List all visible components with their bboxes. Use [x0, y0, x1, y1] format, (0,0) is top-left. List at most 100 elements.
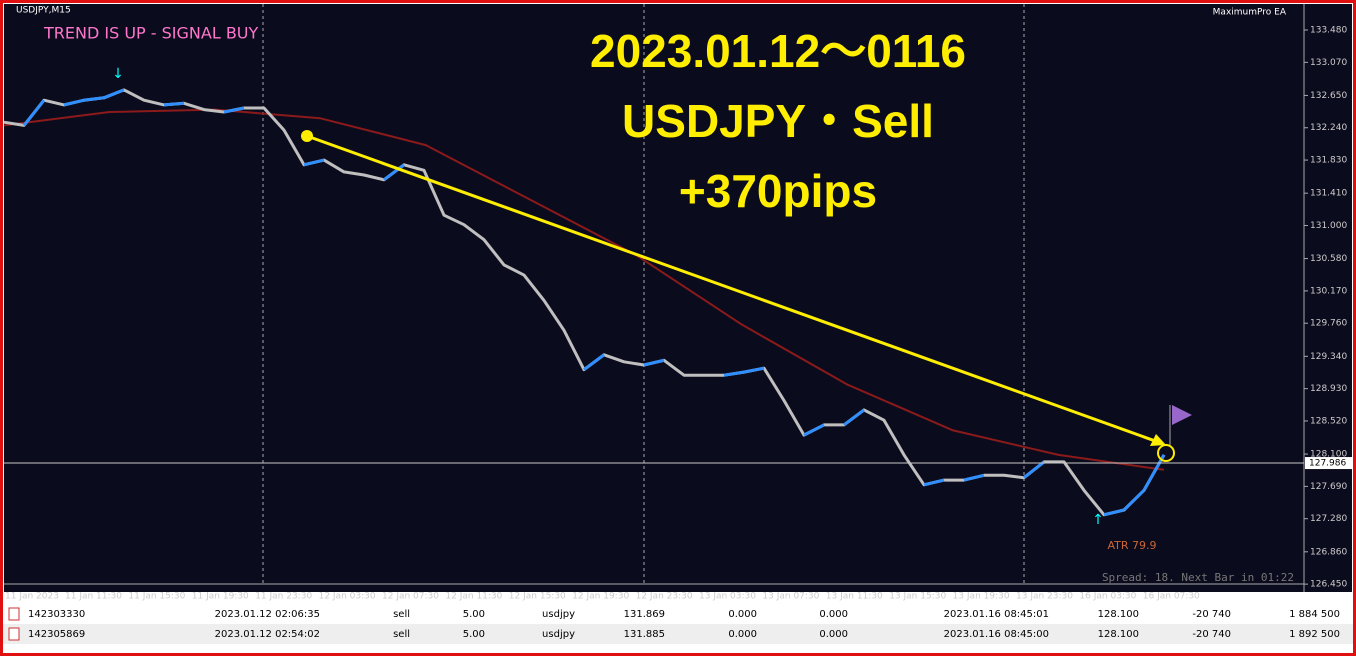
y-tick-label: 131.000 — [1310, 221, 1347, 231]
table-cell: 142305869 — [28, 629, 85, 640]
x-tick-label: 12 Jan 23:30 — [636, 592, 693, 602]
plot — [3, 88, 1166, 517]
x-tick-label: 16 Jan 03:30 — [1079, 592, 1136, 602]
table-cell: 2023.01.16 08:45:01 — [944, 609, 1049, 620]
table-cell: 5.00 — [463, 629, 485, 640]
x-tick-label: 12 Jan 15:30 — [509, 592, 566, 602]
rising-segment — [743, 366, 765, 374]
y-tick-label: 130.170 — [1310, 286, 1347, 296]
rising-segment — [923, 478, 945, 487]
rising-segment — [163, 101, 185, 107]
exit-circle — [1157, 444, 1175, 462]
x-tick-label: 12 Jan 11:30 — [445, 592, 502, 602]
y-tick-label: 129.760 — [1310, 319, 1347, 329]
rising-segment — [643, 358, 665, 367]
y-tick-label: 132.240 — [1310, 123, 1347, 133]
order-icon — [8, 607, 20, 621]
table-cell: 0.000 — [819, 609, 848, 620]
current-price-label: 127.986 — [1309, 459, 1346, 469]
rising-segment — [583, 353, 605, 371]
moving-average — [3, 108, 1165, 471]
rising-segment — [22, 99, 46, 127]
ea-label[interactable]: MaximumPro EA — [1213, 8, 1287, 18]
table-cell: 5.00 — [463, 609, 485, 620]
x-tick-label: 13 Jan 07:30 — [762, 592, 819, 602]
x-tick-label: 13 Jan 11:30 — [826, 592, 883, 602]
symbol-label: USDJPY,M15 — [16, 6, 71, 16]
table-cell: 128.100 — [1098, 629, 1139, 640]
day-separators — [262, 4, 1025, 584]
x-tick-label: 13 Jan 23:30 — [1016, 592, 1073, 602]
y-tick-label: 126.450 — [1310, 580, 1347, 590]
table-cell: 0.000 — [728, 609, 757, 620]
table-row-bg — [0, 624, 1356, 644]
rising-segment — [103, 88, 125, 100]
chart-bg — [4, 4, 1304, 592]
rising-segment — [83, 96, 105, 102]
rising-segment — [803, 423, 825, 437]
order-icon — [8, 627, 20, 641]
current-price-box — [1305, 457, 1352, 470]
table-cell: 0.000 — [728, 629, 757, 640]
signal-arrow: ↓ — [112, 66, 124, 82]
table-cell: sell — [393, 609, 410, 620]
atr-label: ATR 79.9 — [1107, 539, 1156, 552]
x-tick-label: 11 Jan 2023 — [5, 592, 59, 602]
rising-segment — [223, 106, 245, 114]
table-cell: 2023.01.12 02:54:02 — [215, 629, 320, 640]
table-row-bg — [0, 604, 1356, 624]
headline: USDJPY・Sell — [622, 95, 934, 147]
table-cell: 128.100 — [1098, 609, 1139, 620]
table-cell: 131.885 — [624, 629, 665, 640]
rising-segment — [723, 370, 745, 377]
y-tick-label: 132.650 — [1310, 91, 1347, 101]
x-tick-label: 11 Jan 11:30 — [65, 592, 122, 602]
x-tick-label: 12 Jan 19:30 — [572, 592, 629, 602]
rising-segment — [383, 163, 405, 181]
x-tick-label: 13 Jan 03:30 — [699, 592, 756, 602]
x-tick-label: 12 Jan 07:30 — [382, 592, 439, 602]
rising-segment — [1142, 454, 1166, 492]
y-tick-label: 127.690 — [1310, 482, 1347, 492]
x-tick-label: 11 Jan 23:30 — [255, 592, 312, 602]
x-tick-label: 16 Jan 07:30 — [1143, 592, 1200, 602]
x-tick-label: 13 Jan 15:30 — [889, 592, 946, 602]
x-tick-label: 13 Jan 19:30 — [953, 592, 1010, 602]
rising-segment — [843, 408, 865, 427]
price-axis-bg — [1304, 4, 1352, 592]
rising-segment — [63, 98, 85, 107]
table-cell: 142303330 — [28, 609, 85, 620]
rising-segment — [1103, 508, 1125, 517]
arrow-head — [1150, 434, 1166, 446]
y-tick-label: 133.070 — [1310, 58, 1347, 68]
table-cell: -20 740 — [1192, 629, 1231, 640]
y-tick-label: 129.340 — [1310, 352, 1347, 362]
table-cell: 2023.01.12 02:06:35 — [215, 609, 320, 620]
y-tick-label: 131.410 — [1310, 189, 1347, 199]
headline: 2023.01.12～0116 — [590, 25, 966, 77]
y-tick-label: 128.520 — [1310, 416, 1347, 426]
x-tick-label: 11 Jan 19:30 — [192, 592, 249, 602]
x-tick-label: 11 Jan 15:30 — [128, 592, 185, 602]
y-tick-label: 128.100 — [1310, 450, 1347, 460]
annotation-arrow — [306, 134, 1159, 444]
table-cell: 1 884 500 — [1289, 609, 1340, 620]
y-tick-label: 130.580 — [1310, 254, 1347, 264]
y-tick-label: 131.830 — [1310, 156, 1347, 166]
rising-segment — [303, 158, 325, 167]
table-cell: 131.869 — [624, 609, 665, 620]
y-tick-label: 133.480 — [1310, 26, 1347, 36]
table-cell: usdjpy — [542, 629, 575, 640]
y-tick-label: 127.280 — [1310, 514, 1347, 524]
y-tick-label: 128.930 — [1310, 384, 1347, 394]
table-cell: 1 892 500 — [1289, 629, 1340, 640]
table-cell: usdjpy — [542, 609, 575, 620]
status-text: Spread: 18. Next Bar in 01:22 — [1102, 571, 1294, 584]
signal-text: TREND IS UP - SIGNAL BUY — [43, 24, 259, 43]
table-cell: 0.000 — [819, 629, 848, 640]
signal-arrow: ↑ — [1092, 512, 1104, 528]
rising-segment — [963, 473, 985, 482]
y-tick-label: 126.860 — [1310, 547, 1347, 557]
